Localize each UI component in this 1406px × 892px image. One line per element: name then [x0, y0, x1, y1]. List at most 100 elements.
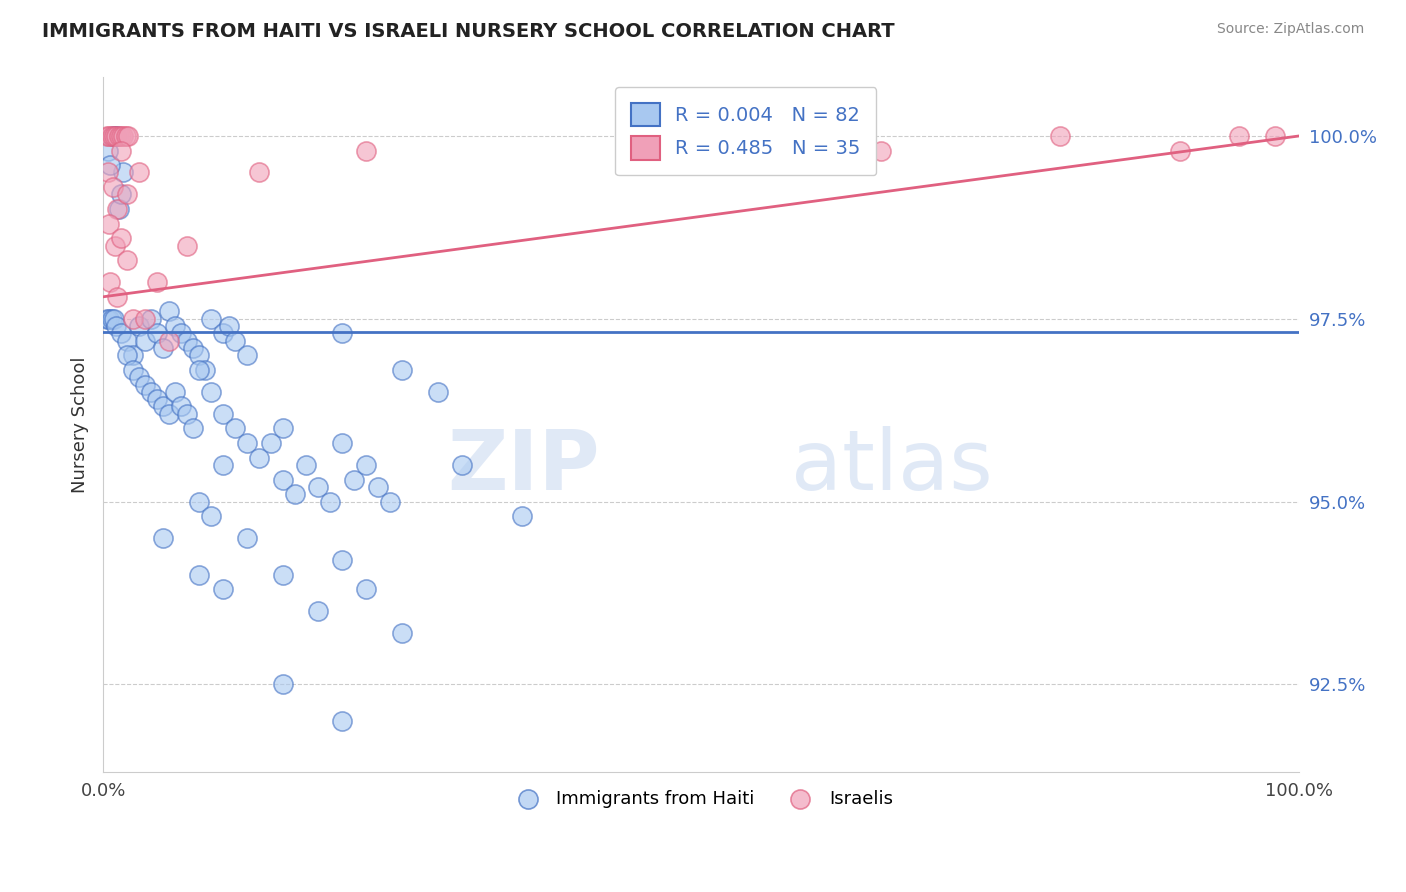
Point [110, 231, 132, 245]
Point [170, 326, 193, 341]
Point [330, 714, 353, 728]
Point [356, 582, 378, 597]
Point [295, 458, 318, 472]
Point [146, 275, 169, 289]
Point [103, 128, 125, 143]
Point [163, 319, 186, 334]
Point [139, 384, 162, 399]
Point [200, 509, 222, 524]
Point [181, 341, 204, 355]
Point [146, 326, 169, 341]
Point [200, 384, 222, 399]
Point [152, 531, 174, 545]
Point [112, 165, 135, 179]
Point [427, 384, 450, 399]
Point [1229, 128, 1251, 143]
Point [235, 348, 257, 362]
Point [115, 253, 138, 268]
Point [115, 348, 138, 362]
Point [96, 128, 118, 143]
Point [100, 128, 122, 143]
Point [200, 311, 222, 326]
Point [271, 677, 294, 691]
Point [115, 187, 138, 202]
Point [163, 384, 186, 399]
Point [356, 144, 378, 158]
Point [104, 128, 127, 143]
Point [176, 407, 198, 421]
Point [139, 311, 162, 326]
Point [98, 128, 121, 143]
Point [451, 458, 474, 472]
Point [391, 626, 413, 640]
Point [98, 311, 121, 326]
Point [176, 238, 198, 252]
Point [128, 319, 150, 334]
Point [187, 348, 209, 362]
Point [134, 334, 156, 348]
Point [869, 144, 891, 158]
Point [187, 494, 209, 508]
Point [115, 334, 138, 348]
Point [107, 202, 129, 216]
Legend: Immigrants from Haiti, Israelis: Immigrants from Haiti, Israelis [502, 782, 900, 815]
Point [1168, 144, 1191, 158]
Point [367, 480, 389, 494]
Point [211, 582, 233, 597]
Point [146, 392, 169, 406]
Point [97, 144, 120, 158]
Point [749, 144, 772, 158]
Point [343, 473, 366, 487]
Text: atlas: atlas [792, 426, 993, 507]
Point [247, 450, 270, 465]
Point [128, 165, 150, 179]
Point [107, 128, 129, 143]
Point [97, 165, 120, 179]
Point [235, 436, 257, 450]
Point [181, 421, 204, 435]
Point [187, 567, 209, 582]
Point [271, 473, 294, 487]
Point [152, 341, 174, 355]
Point [391, 363, 413, 377]
Point [107, 128, 129, 143]
Point [157, 334, 180, 348]
Point [1049, 128, 1071, 143]
Point [110, 144, 132, 158]
Point [134, 377, 156, 392]
Point [122, 363, 145, 377]
Point [259, 436, 281, 450]
Point [330, 553, 353, 567]
Point [187, 363, 209, 377]
Point [96, 311, 118, 326]
Point [105, 128, 128, 143]
Text: IMMIGRANTS FROM HAITI VS ISRAELI NURSERY SCHOOL CORRELATION CHART: IMMIGRANTS FROM HAITI VS ISRAELI NURSERY… [42, 22, 894, 41]
Point [100, 311, 122, 326]
Point [510, 509, 533, 524]
Point [218, 319, 240, 334]
Point [107, 202, 129, 216]
Point [122, 311, 145, 326]
Point [152, 400, 174, 414]
Point [194, 363, 217, 377]
Point [117, 128, 139, 143]
Point [224, 334, 246, 348]
Point [98, 217, 121, 231]
Point [112, 128, 135, 143]
Point [122, 348, 145, 362]
Point [271, 421, 294, 435]
Point [107, 290, 129, 304]
Point [170, 400, 193, 414]
Y-axis label: Nursery School: Nursery School [72, 357, 89, 493]
Point [101, 128, 124, 143]
Point [110, 326, 132, 341]
Point [103, 311, 125, 326]
Point [356, 458, 378, 472]
Point [211, 326, 233, 341]
Point [101, 180, 124, 194]
Point [307, 604, 329, 618]
Point [157, 407, 180, 421]
Point [211, 407, 233, 421]
Point [176, 334, 198, 348]
Point [235, 531, 257, 545]
